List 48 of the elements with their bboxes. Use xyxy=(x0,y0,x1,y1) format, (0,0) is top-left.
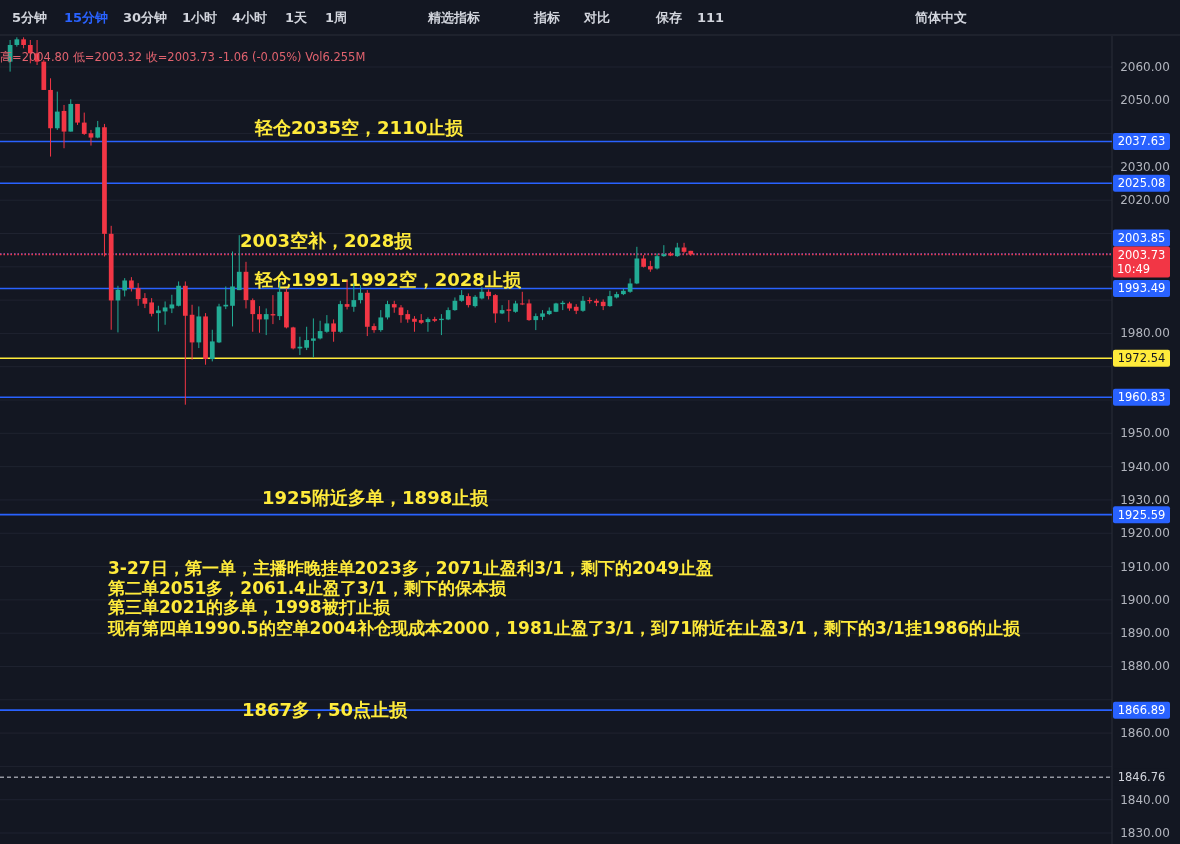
y-tick-label: 2060.00 xyxy=(1120,59,1170,74)
text: 30分钟 xyxy=(123,10,168,25)
text: 4小时 xyxy=(232,10,268,25)
ref-line-label: 1993.49 xyxy=(1117,281,1166,296)
annotation: 第二单2051多，2061.4止盈了3/1，剩下的保本损 xyxy=(107,578,507,598)
ref-line-label: 2037.63 xyxy=(1117,134,1166,149)
y-tick-label: 1930.00 xyxy=(1120,492,1170,507)
y-tick-label: 1980.00 xyxy=(1120,326,1170,341)
text: 15分钟 xyxy=(64,10,109,25)
ref-line-label: 2003.85 xyxy=(1117,230,1166,245)
y-tick-label: 2050.00 xyxy=(1120,93,1170,108)
y-tick-label: 2020.00 xyxy=(1120,193,1170,208)
text: 1周 xyxy=(325,10,348,25)
text: 1小时 xyxy=(182,10,218,25)
annotation: 轻仓2035空，2110止损 xyxy=(254,117,465,138)
y-tick-label: 1910.00 xyxy=(1120,559,1170,574)
text: 保存 xyxy=(655,10,682,25)
y-tick-label: 2030.00 xyxy=(1120,159,1170,174)
y-tick-label: 1950.00 xyxy=(1120,426,1170,441)
text: 5分钟 xyxy=(12,10,48,25)
y-tick-label: 1880.00 xyxy=(1120,659,1170,674)
text: 对比 xyxy=(583,10,610,25)
text: 10:49 xyxy=(1117,262,1151,277)
annotation: 1925附近多单，1898止损 xyxy=(262,487,490,508)
text: 111 xyxy=(697,10,725,25)
ref-line-label: 1925.59 xyxy=(1117,507,1166,522)
annotation: 现有第四单1990.5的空单2004补仓现成本2000，1981止盈了3/1，到71附近在止盈3/1，剩下的3/1挂1986的止损 xyxy=(107,618,1022,638)
y-tick-label: 1890.00 xyxy=(1120,626,1170,641)
annotation: 3-27日，第一单，主播昨晚挂单2023多，2071止盈利3/1，剩下的2049止盈 xyxy=(108,558,714,578)
y-tick-label: 1830.00 xyxy=(1120,826,1170,841)
text: 指标 xyxy=(533,10,560,25)
annotation: 轻仓1991-1992空，2028止损 xyxy=(254,269,522,290)
ref-line-label: 1846.76 xyxy=(1117,770,1166,785)
ref-line-label: 2025.08 xyxy=(1117,176,1166,191)
text: 简体中文 xyxy=(914,10,967,25)
ref-line-label: 1960.83 xyxy=(1117,390,1166,405)
text: 1天 xyxy=(285,10,309,25)
y-tick-label: 1860.00 xyxy=(1120,726,1170,741)
y-tick-label: 1840.00 xyxy=(1120,792,1170,807)
y-tick-label: 1940.00 xyxy=(1120,459,1170,474)
annotation: 第三单2021的多单，1998被打止损 xyxy=(107,597,391,617)
y-tick-label: 1920.00 xyxy=(1120,526,1170,541)
ref-line-label: 2003.73 xyxy=(1117,247,1166,262)
y-tick-label: 1900.00 xyxy=(1120,592,1170,607)
annotation: 2003空补，2028损 xyxy=(240,230,414,251)
ref-line-label: 1972.54 xyxy=(1117,351,1166,366)
ref-line-label: 1866.89 xyxy=(1117,703,1166,718)
text: 精选指标 xyxy=(427,10,480,25)
